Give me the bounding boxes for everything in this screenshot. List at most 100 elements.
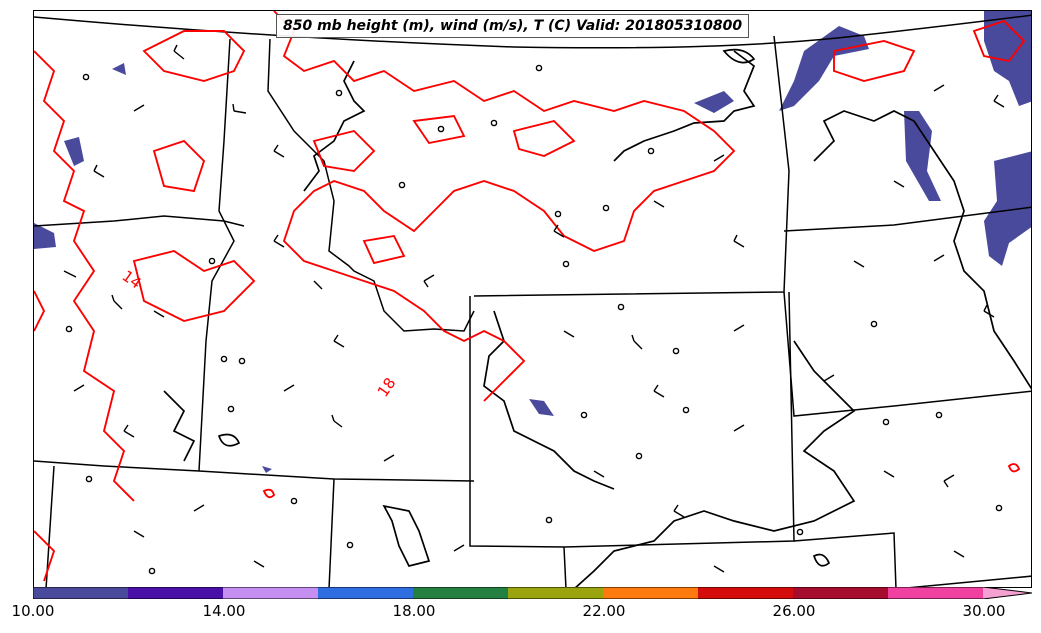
colorbar-segment — [128, 587, 224, 599]
border-sd-ne — [783, 291, 1031, 417]
calm-wind-marker — [682, 406, 690, 414]
colorbar-tick-label: 10.00 — [11, 602, 55, 620]
calm-wind-marker — [335, 89, 343, 97]
calm-wind-marker — [562, 260, 570, 268]
wind-barb — [713, 154, 725, 162]
wind-barb — [383, 454, 395, 462]
temperature-contour — [34, 290, 46, 332]
height-contour — [217, 433, 241, 447]
wind-barb — [653, 200, 665, 208]
wind-barb — [713, 565, 725, 573]
wind-barb — [253, 560, 265, 568]
calm-wind-marker — [647, 147, 655, 155]
wind-barb — [453, 544, 465, 552]
calm-wind-marker — [220, 355, 228, 363]
wind-barb — [673, 504, 685, 518]
border-wy-south — [469, 291, 795, 548]
height-contour — [574, 340, 856, 587]
wind-barb — [63, 270, 77, 278]
height-contour — [303, 60, 366, 192]
colorbar-tick-label: 30.00 — [962, 602, 1006, 620]
calm-wind-marker — [437, 125, 445, 133]
colorbar-tick-label: 26.00 — [772, 602, 816, 620]
wind-barb — [273, 234, 285, 248]
wind-barb — [733, 424, 745, 432]
colorbar-segment — [508, 587, 604, 599]
calm-wind-marker — [635, 452, 643, 460]
border-ut-az-north — [328, 478, 335, 587]
colorbar-tick-label: 22.00 — [582, 602, 626, 620]
calm-wind-marker — [208, 257, 216, 265]
wind-barb — [423, 274, 435, 288]
border-wy — [473, 35, 790, 297]
calm-wind-marker — [602, 204, 610, 212]
colorbar-extend-arrow — [983, 587, 1032, 599]
calm-wind-marker — [535, 64, 543, 72]
shading-area — [694, 91, 734, 113]
wind-barb — [733, 234, 745, 248]
wind-barb — [983, 304, 995, 318]
shading-area — [262, 466, 272, 473]
calm-wind-marker — [554, 210, 562, 218]
height-contour — [813, 110, 1031, 390]
wind-barb — [133, 104, 145, 112]
wind-barb — [232, 103, 247, 114]
temperature-contour — [833, 40, 916, 82]
wind-barb — [733, 324, 745, 332]
wind-barb — [933, 254, 945, 262]
colorbar-segment — [33, 587, 129, 599]
height-contours — [163, 48, 1031, 587]
colorbar-outline — [33, 587, 1032, 599]
temperature-contour — [972, 19, 1026, 63]
colorbar-segment — [413, 587, 509, 599]
state-borders — [34, 14, 1031, 587]
wind-barb — [153, 310, 165, 318]
colorbar-segment — [603, 587, 699, 599]
temperature-contour — [273, 11, 736, 402]
border-idaho-east — [267, 38, 475, 332]
colorbar-tick-label: 14.00 — [202, 602, 246, 620]
calm-wind-marker — [346, 541, 354, 549]
map-title: 850 mb height (m), wind (m/s), T (C) Val… — [276, 14, 750, 38]
wind-barb — [653, 384, 665, 398]
wind-barb — [193, 504, 205, 512]
contour-labels: 14 18 — [119, 267, 400, 400]
colorbar-segment — [223, 587, 319, 599]
calm-wind-marker — [65, 325, 73, 333]
map-panel: 14 18 — [33, 10, 1032, 588]
calm-wind-marker — [148, 567, 156, 575]
calm-wind-marker — [82, 73, 90, 81]
wind-barb — [123, 424, 135, 438]
wind-barb — [943, 474, 955, 488]
calm-wind-marker — [398, 181, 406, 189]
wind-barb — [93, 164, 105, 178]
temperature-shading — [34, 11, 1031, 473]
border-wa-or — [34, 215, 245, 227]
calm-wind-marker — [227, 405, 235, 413]
wind-barb — [553, 224, 565, 238]
border-ne-ks — [793, 532, 897, 587]
wind-barbs — [63, 44, 1005, 575]
wind-barb — [883, 470, 895, 478]
temperature-contour — [412, 114, 466, 145]
calm-wind-marker — [238, 357, 246, 365]
wind-barb — [823, 374, 835, 382]
border-canada — [34, 14, 1031, 49]
colorbar-tick-label: 18.00 — [392, 602, 436, 620]
shading-area — [984, 151, 1031, 266]
calm-wind-marker — [882, 418, 890, 426]
shading-area — [904, 111, 941, 201]
temperature-contour — [34, 530, 56, 582]
colorbar-segment — [318, 587, 414, 599]
shading-area — [529, 399, 554, 416]
border-co-nm — [563, 546, 567, 587]
wind-barb — [173, 44, 185, 60]
shading-area — [779, 26, 869, 111]
height-contour — [812, 553, 831, 567]
calm-wind-marker — [290, 497, 298, 505]
temperature-contour — [512, 119, 576, 158]
height-contour — [613, 50, 756, 162]
temperature-contour — [132, 249, 256, 323]
calm-wind-marker — [935, 411, 943, 419]
border-idaho-west — [198, 38, 235, 472]
